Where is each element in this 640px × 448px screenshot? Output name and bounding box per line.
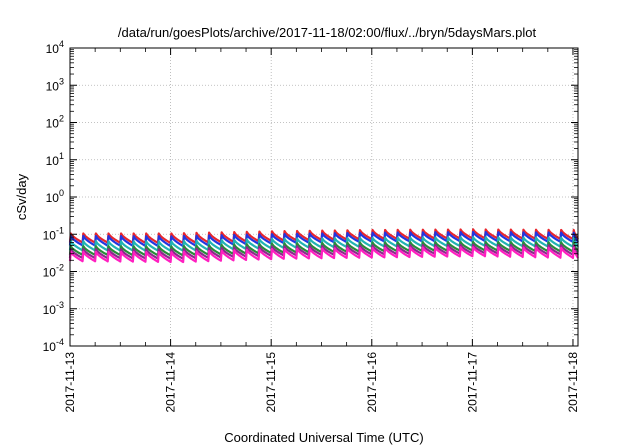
x-tick-label: 2017-11-13 xyxy=(63,352,77,413)
chart-title: /data/run/goesPlots/archive/2017-11-18/0… xyxy=(118,25,537,40)
series-line xyxy=(68,228,579,245)
y-tick-label: 10-3 xyxy=(43,300,64,317)
y-tick-label: 101 xyxy=(46,151,64,168)
x-tick-label: 2017-11-15 xyxy=(264,352,278,413)
y-tick-label: 10-2 xyxy=(43,263,64,280)
x-tick-label: 2017-11-16 xyxy=(365,352,379,413)
x-tick-label: 2017-11-18 xyxy=(566,352,580,413)
grid xyxy=(70,48,578,346)
x-tick-label: 2017-11-17 xyxy=(465,352,479,413)
y-tick-label: 10-4 xyxy=(43,337,64,354)
y-axis: 10-4 10-3 10-2 10-1 100 101 102 103 104 xyxy=(43,39,578,354)
y-tick-label: 100 xyxy=(46,188,64,205)
y-tick-label: 102 xyxy=(46,114,64,131)
x-tick-label: 2017-11-14 xyxy=(164,352,178,413)
y-tick-label: 103 xyxy=(46,76,64,93)
series-line xyxy=(68,236,579,252)
x-axis: 2017-11-13 2017-11-14 2017-11-15 2017-11-16… xyxy=(63,48,580,413)
x-axis-label: Coordinated Universal Time (UTC) xyxy=(224,430,423,445)
y-tick-label: 104 xyxy=(46,39,64,56)
series-lines xyxy=(68,228,579,264)
y-tick-label: 10-1 xyxy=(43,225,64,242)
series-line xyxy=(68,240,579,257)
series-line xyxy=(68,230,579,248)
series-line xyxy=(68,246,579,264)
plot-frame xyxy=(69,47,579,347)
y-axis-label: cSv/day xyxy=(14,173,29,220)
